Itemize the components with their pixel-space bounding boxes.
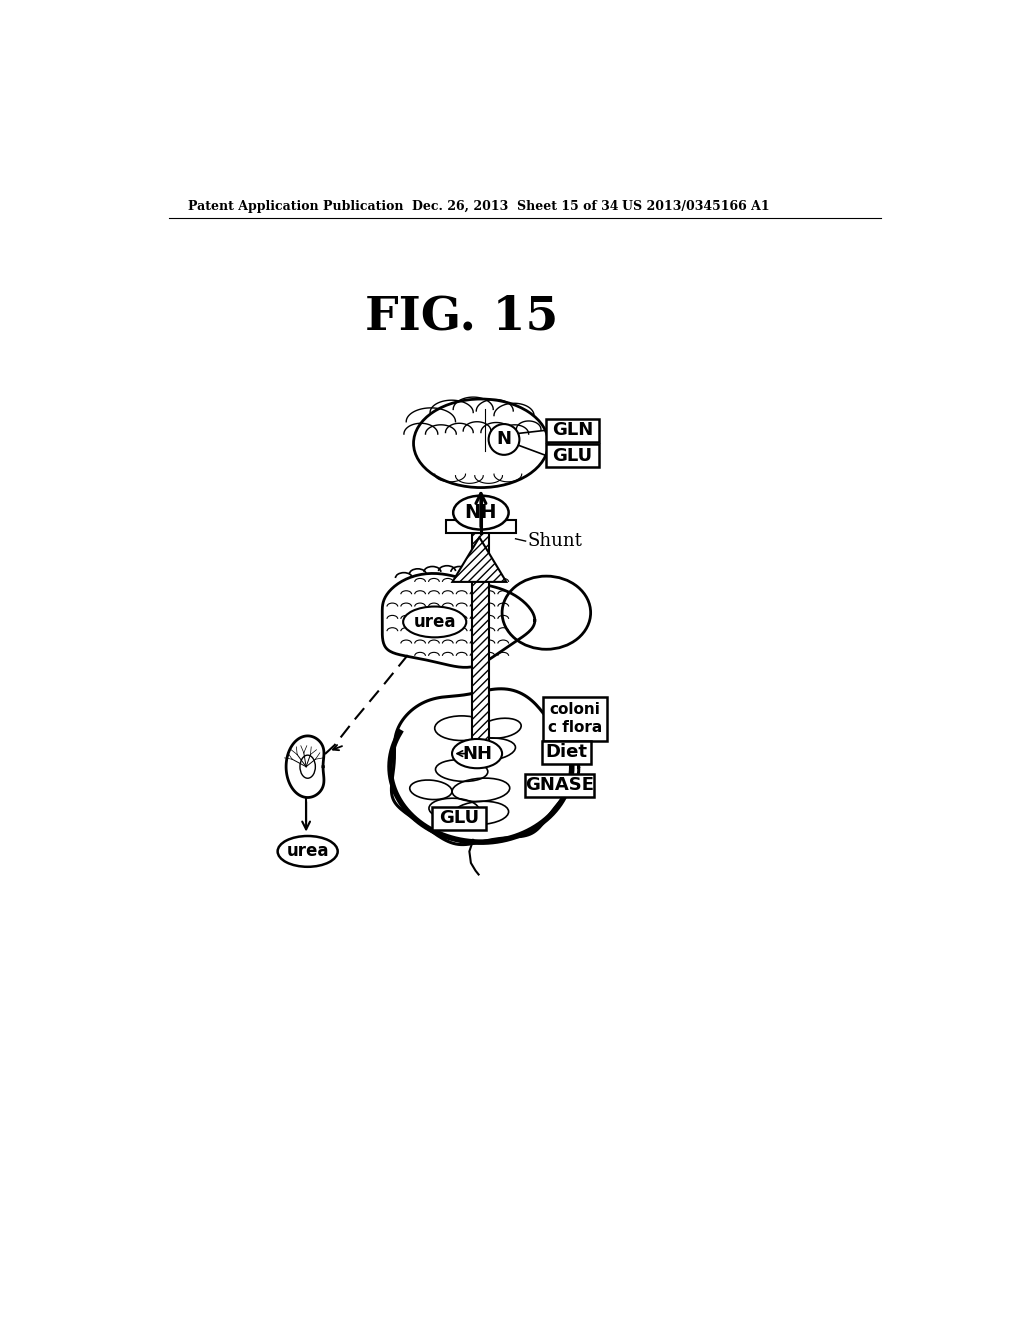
FancyBboxPatch shape — [432, 807, 486, 830]
Text: urea: urea — [287, 842, 329, 861]
Ellipse shape — [300, 755, 315, 779]
Ellipse shape — [278, 836, 338, 867]
FancyBboxPatch shape — [542, 742, 591, 763]
Ellipse shape — [414, 399, 548, 487]
Polygon shape — [286, 737, 324, 797]
Text: N: N — [497, 430, 512, 449]
Text: GLU: GLU — [439, 809, 479, 828]
Ellipse shape — [502, 576, 591, 649]
Polygon shape — [391, 689, 579, 845]
Text: NH: NH — [465, 503, 498, 523]
Text: GLU: GLU — [553, 446, 593, 465]
Text: Patent Application Publication: Patent Application Publication — [188, 199, 403, 213]
Ellipse shape — [454, 495, 509, 529]
Circle shape — [488, 424, 519, 455]
FancyBboxPatch shape — [543, 697, 607, 741]
Text: Shunt: Shunt — [527, 532, 582, 550]
Text: GNASE: GNASE — [525, 776, 594, 795]
Text: urea: urea — [414, 612, 456, 631]
Text: Dec. 26, 2013  Sheet 15 of 34: Dec. 26, 2013 Sheet 15 of 34 — [412, 199, 618, 213]
Polygon shape — [453, 537, 506, 582]
Polygon shape — [382, 573, 535, 668]
Ellipse shape — [452, 739, 502, 768]
FancyBboxPatch shape — [524, 774, 594, 797]
Text: GLN: GLN — [552, 421, 593, 440]
Text: FIG. 15: FIG. 15 — [365, 293, 558, 339]
Polygon shape — [472, 533, 488, 743]
FancyBboxPatch shape — [546, 418, 599, 442]
Ellipse shape — [403, 607, 466, 638]
Text: coloni
c flora: coloni c flora — [548, 702, 602, 735]
Polygon shape — [446, 520, 515, 533]
FancyBboxPatch shape — [546, 444, 599, 467]
Text: US 2013/0345166 A1: US 2013/0345166 A1 — [622, 199, 769, 213]
Text: NH: NH — [462, 744, 493, 763]
Text: Diet: Diet — [546, 743, 588, 762]
